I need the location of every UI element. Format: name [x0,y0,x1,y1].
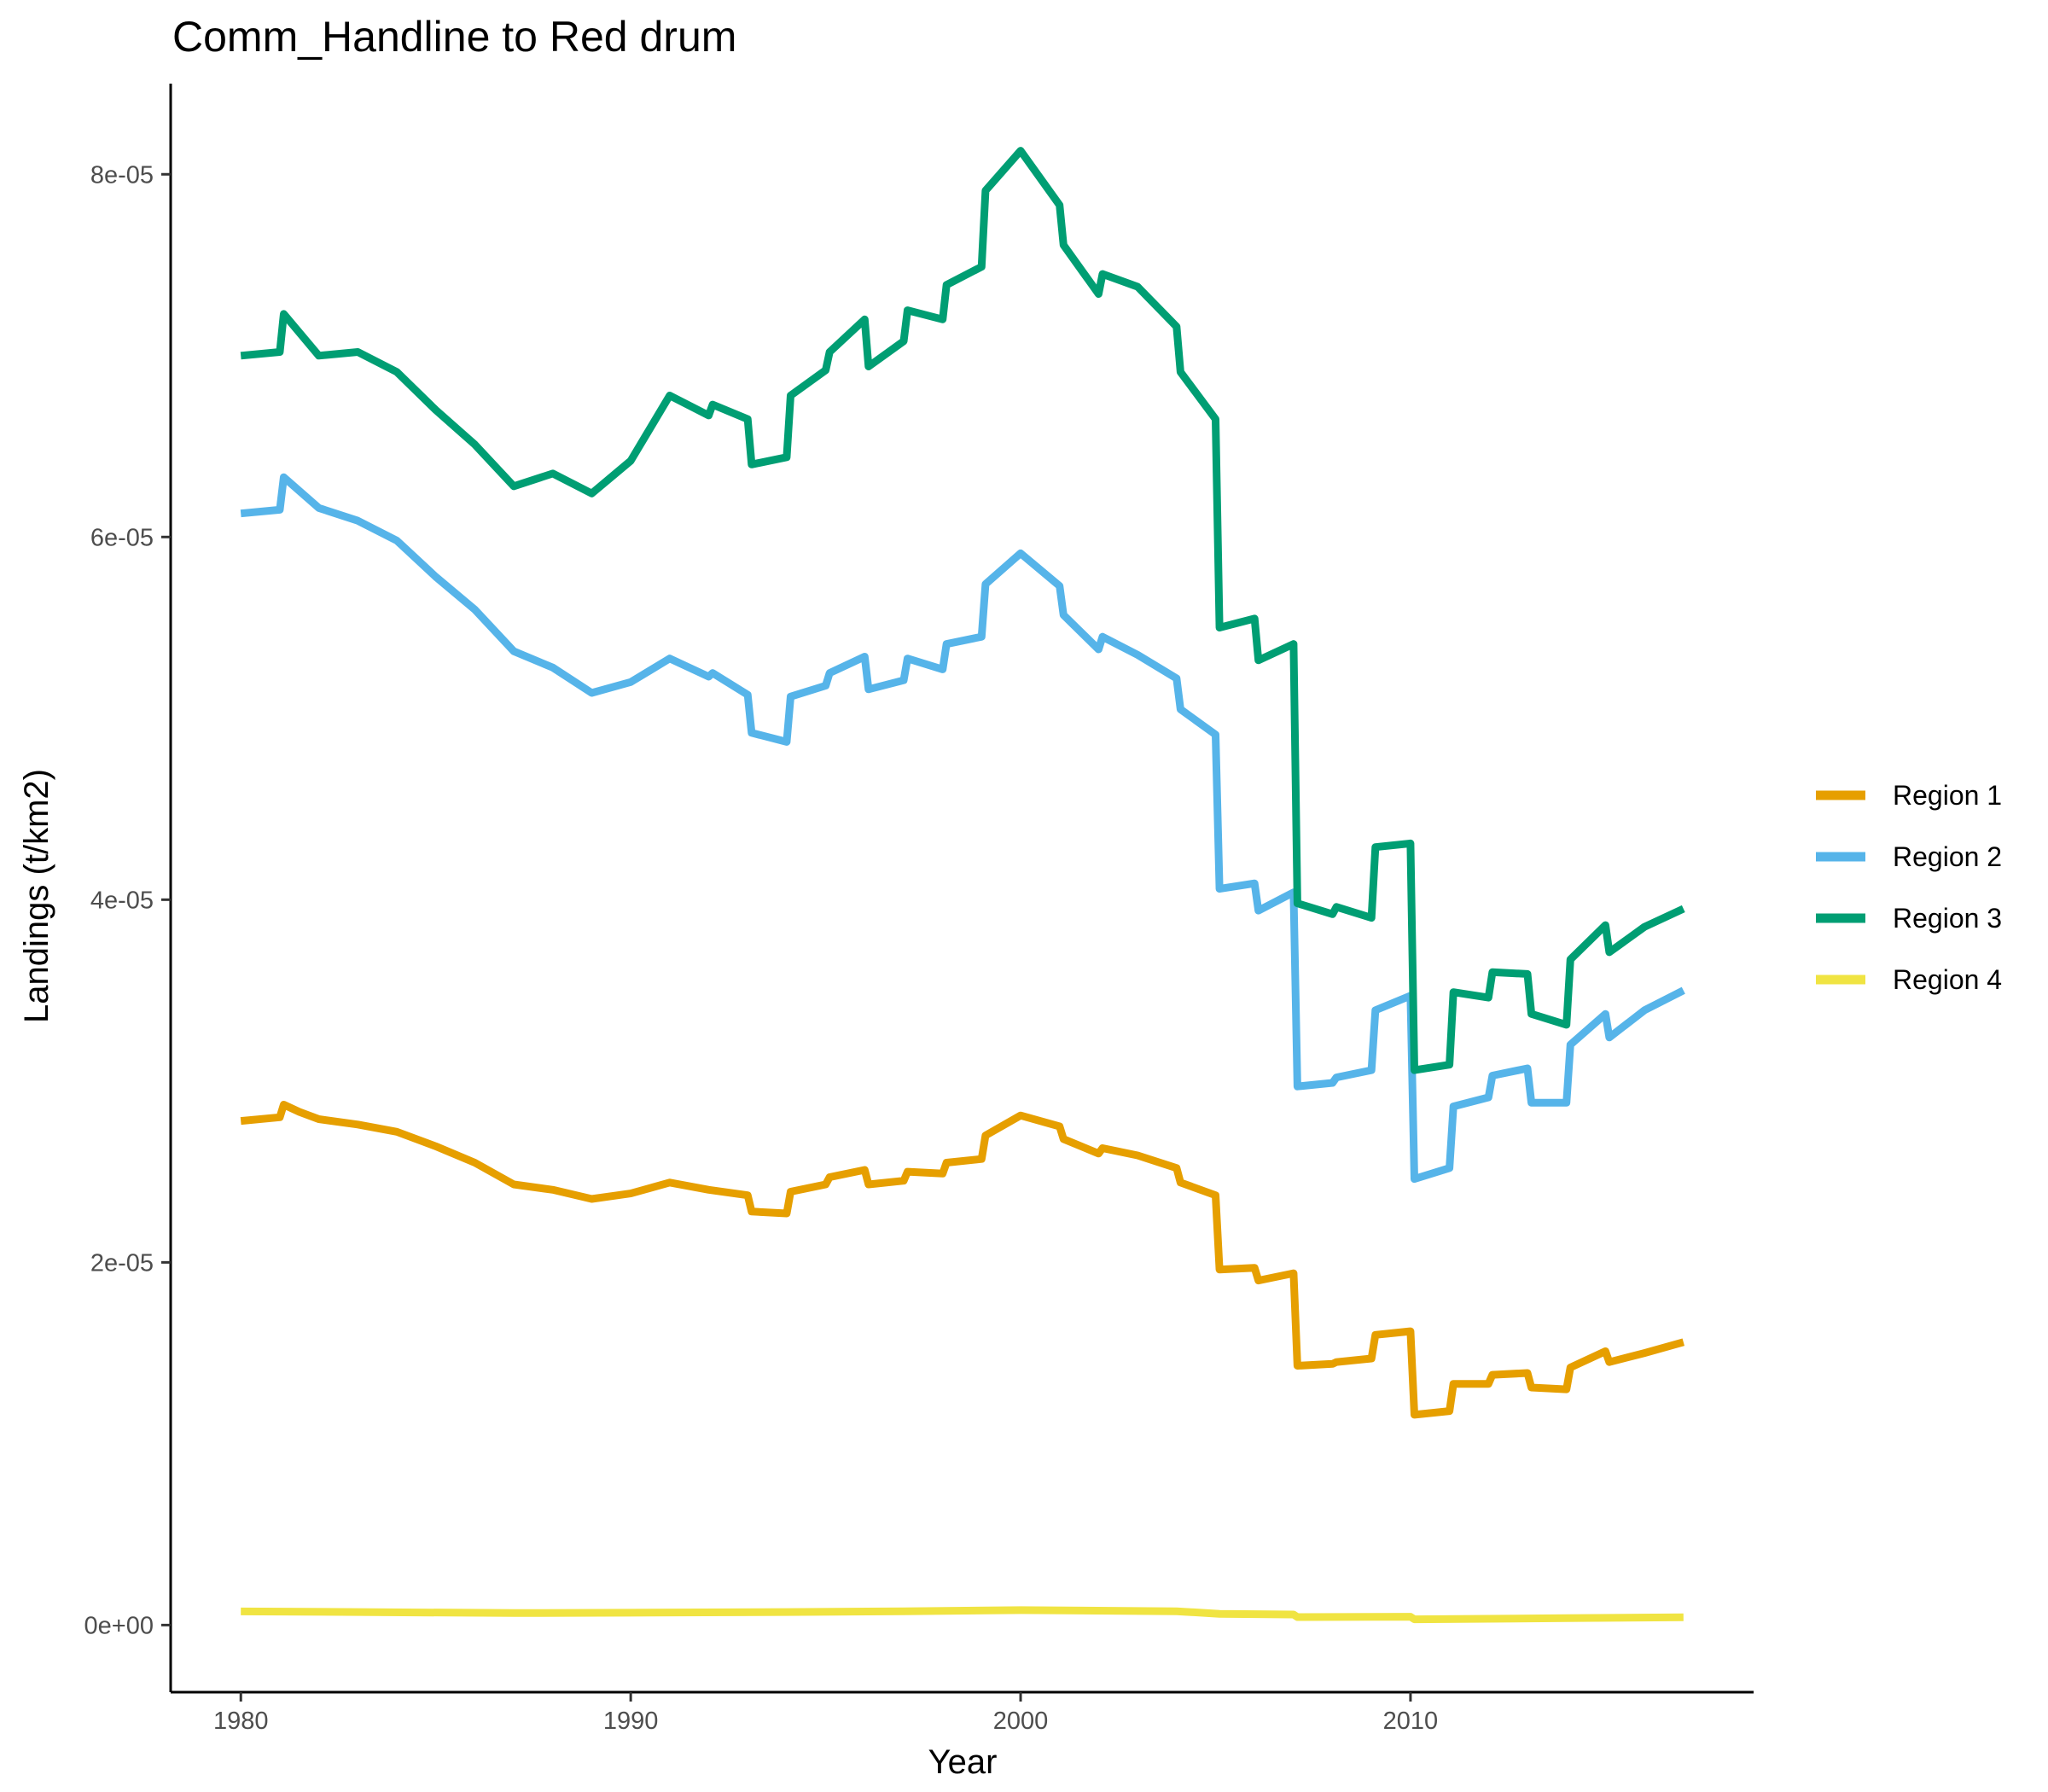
series-line-region-1 [240,1101,1685,1419]
legend: Region 1 Region 2 Region 3 Region 4 [1816,780,2002,995]
axes-layer: 1980 1990 2000 2010 0e+00 2e-05 4e-05 6e-05 8e-0… [84,84,1754,1735]
y-tick-label: 0e+00 [84,1612,154,1639]
x-tick-label: 1980 [213,1708,269,1735]
y-tick-label: 4e-05 [90,887,154,914]
x-tick-label: 2000 [993,1708,1049,1735]
x-tick-label: 1990 [603,1708,659,1735]
y-tick-label: 2e-05 [90,1249,154,1277]
y-axis-title: Landings (t/km2) [18,769,55,1023]
legend-label-region-3: Region 3 [1893,903,2002,934]
series-line-region-2 [240,473,1685,1184]
series-layer [240,147,1685,1624]
y-tick-label: 8e-05 [90,161,154,189]
chart-title: Comm_Handline to Red drum [172,13,736,61]
legend-label-region-4: Region 4 [1893,964,2002,995]
series-line-region-4 [241,1606,1684,1624]
x-tick-label: 2010 [1383,1708,1439,1735]
y-tick-label: 6e-05 [90,524,154,551]
legend-label-region-2: Region 2 [1893,841,2002,872]
legend-label-region-1: Region 1 [1893,780,2002,811]
x-axis-title: Year [928,1743,998,1781]
series-line-region-3 [240,147,1685,1074]
